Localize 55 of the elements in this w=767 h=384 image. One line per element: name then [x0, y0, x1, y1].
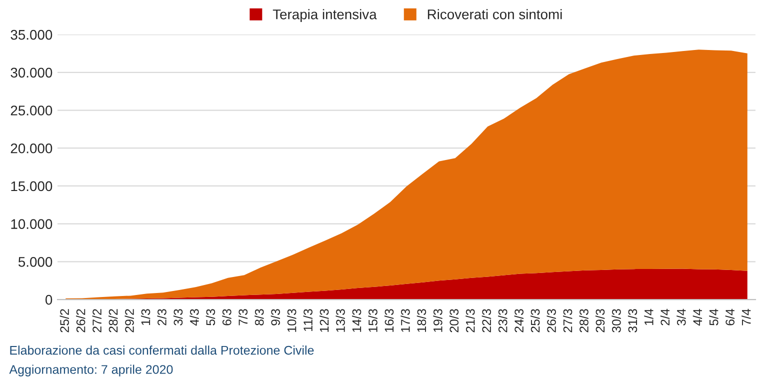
x-tick-label: 6/3 — [222, 309, 232, 326]
x-tick-label: 2/3 — [157, 309, 166, 326]
y-tick-label: 10.000 — [11, 219, 52, 229]
x-tick-label: 4/3 — [190, 309, 199, 326]
x-tick-label: 9/3 — [270, 309, 280, 326]
x-tick-label: 25/2 — [60, 309, 69, 332]
x-tick-label: 15/3 — [368, 309, 378, 332]
x-tick-label: 25/3 — [530, 309, 540, 332]
y-tick-label: 30.000 — [10, 68, 52, 78]
x-tick-label: 17/3 — [400, 309, 410, 332]
x-tick-label: 31/3 — [628, 309, 638, 332]
x-tick-label: 2/4 — [660, 308, 670, 326]
x-tick-label: 10/3 — [287, 309, 296, 332]
y-tick-label: 20.000 — [10, 143, 52, 154]
x-tick-label: 24/3 — [514, 309, 524, 332]
x-tick-label: 5/4 — [709, 308, 718, 326]
y-tick-label: 0 — [45, 294, 52, 305]
x-tick-label: 21/3 — [466, 309, 475, 332]
x-tick-label: 23/3 — [498, 309, 508, 332]
x-tick-label: 3/3 — [173, 309, 183, 326]
y-tick-label: 35.000 — [10, 30, 52, 40]
x-tick-label: 22/3 — [482, 309, 492, 332]
x-tick-label: 30/3 — [612, 309, 621, 332]
x-tick-label: 8/3 — [254, 309, 264, 326]
x-tick-label: 14/3 — [352, 309, 362, 332]
x-tick-label: 18/3 — [416, 309, 426, 332]
text: Elaborazione da casi confermati dalla Protezione Civile — [10, 346, 314, 355]
x-tick-label: 1/3 — [140, 309, 150, 325]
x-tick-label: 4/4 — [692, 308, 702, 326]
x-tick-label: 29/3 — [595, 309, 605, 332]
y-tick-label: 5.000 — [18, 257, 52, 267]
x-tick-label: 13/3 — [336, 309, 345, 332]
y-tick-label: 25.000 — [10, 106, 52, 116]
y-tick-label: 15.000 — [11, 181, 52, 192]
x-tick-label: 28/2 — [108, 309, 118, 332]
x-tick-label: 11/3 — [303, 309, 312, 331]
x-tick-label: 6/4 — [725, 308, 735, 326]
x-tick-label: 27/3 — [563, 309, 572, 332]
x-tick-label: 20/3 — [449, 309, 459, 332]
x-tick-label: 16/3 — [384, 309, 394, 332]
x-tick-label: 26/2 — [76, 309, 86, 332]
x-tick-label: 29/2 — [124, 309, 134, 332]
legend-label: Terapia intensiva — [272, 9, 377, 22]
text: Aggiornamento: 7 aprile 2020 — [9, 364, 173, 376]
legend-label: Ricoverati con sintomi — [428, 9, 562, 20]
x-tick-label: 1/4 — [644, 308, 654, 325]
x-tick-label: 7/3 — [238, 309, 248, 326]
x-tick-label: 28/3 — [579, 309, 588, 332]
x-tick-label: 7/4 — [742, 308, 751, 326]
x-tick-label: 27/2 — [92, 309, 102, 332]
x-tick-label: 19/3 — [433, 309, 442, 332]
x-tick-label: 12/3 — [320, 309, 329, 332]
x-tick-label: 3/4 — [676, 308, 686, 326]
x-tick-label: 26/3 — [546, 309, 556, 332]
x-tick-label: 5/3 — [206, 309, 216, 326]
